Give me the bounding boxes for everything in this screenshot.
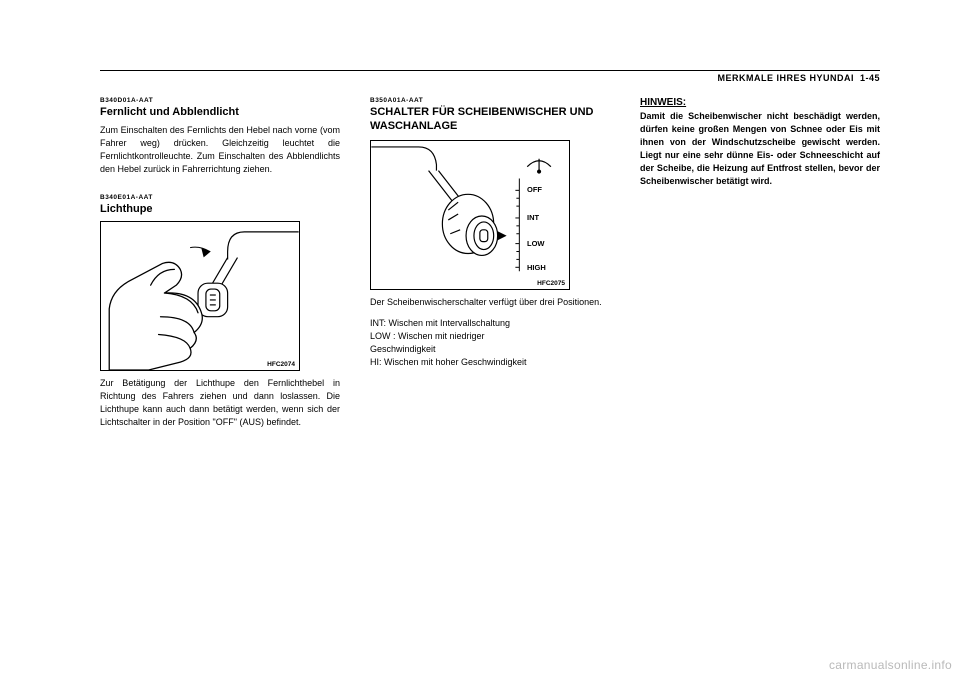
caption-wischer: Der Scheibenwischerschalter verfügt über… bbox=[370, 296, 610, 309]
mode-int: INT: Wischen mit Intervallschaltung bbox=[370, 317, 610, 330]
figure-code: HFC2075 bbox=[537, 280, 565, 287]
mode-hi: HI: Wischen mit hoher Geschwindigkeit bbox=[370, 356, 610, 369]
body-lichthupe: Zur Betätigung der Lichthupe den Fernlic… bbox=[100, 377, 340, 429]
code-label: B340D01A-AAT bbox=[100, 97, 340, 104]
code-label: B340E01A-AAT bbox=[100, 194, 340, 201]
header-rule bbox=[100, 70, 880, 71]
figure-wischer: OFF INT LOW HIGH HFC2075 bbox=[370, 140, 570, 290]
mode-low: LOW : Wischen mit niedriger bbox=[370, 330, 610, 343]
label-high: HIGH bbox=[527, 263, 546, 272]
column-3: HINWEIS: Damit die Scheibenwischer nicht… bbox=[640, 97, 880, 429]
figure-code: HFC2074 bbox=[267, 361, 295, 368]
hinweis-body: Damit die Scheibenwischer nicht beschädi… bbox=[640, 110, 880, 188]
code-label: B350A01A-AAT bbox=[370, 97, 610, 104]
label-low: LOW bbox=[527, 239, 545, 248]
columns: B340D01A-AAT Fernlicht und Abblendlicht … bbox=[100, 97, 880, 429]
page-number: 1-45 bbox=[860, 73, 880, 83]
watermark: carmanualsonline.info bbox=[829, 658, 952, 672]
header-row: MERKMALE IHRES HYUNDAI 1-45 bbox=[100, 73, 880, 83]
mode-low-cont: Geschwindigkeit bbox=[370, 343, 610, 356]
heading-wischer: SCHALTER FÜR SCHEIBENWISCHER UND WASCHAN… bbox=[370, 106, 610, 134]
label-int: INT bbox=[527, 213, 539, 222]
column-2: B350A01A-AAT SCHALTER FÜR SCHEIBENWISCHE… bbox=[370, 97, 610, 429]
body-fernlicht: Zum Einschalten des Fernlichts den Hebel… bbox=[100, 124, 340, 176]
column-1: B340D01A-AAT Fernlicht und Abblendlicht … bbox=[100, 97, 340, 429]
page: MERKMALE IHRES HYUNDAI 1-45 B340D01A-AAT… bbox=[0, 0, 960, 678]
section-title: MERKMALE IHRES HYUNDAI bbox=[717, 73, 854, 83]
hinweis-title: HINWEIS: bbox=[640, 97, 880, 108]
lichthupe-illustration bbox=[101, 222, 299, 370]
label-off: OFF bbox=[527, 185, 542, 194]
heading-lichthupe: Lichthupe bbox=[100, 203, 340, 217]
heading-fernlicht: Fernlicht und Abblendlicht bbox=[100, 106, 340, 120]
figure-lichthupe: HFC2074 bbox=[100, 221, 300, 371]
